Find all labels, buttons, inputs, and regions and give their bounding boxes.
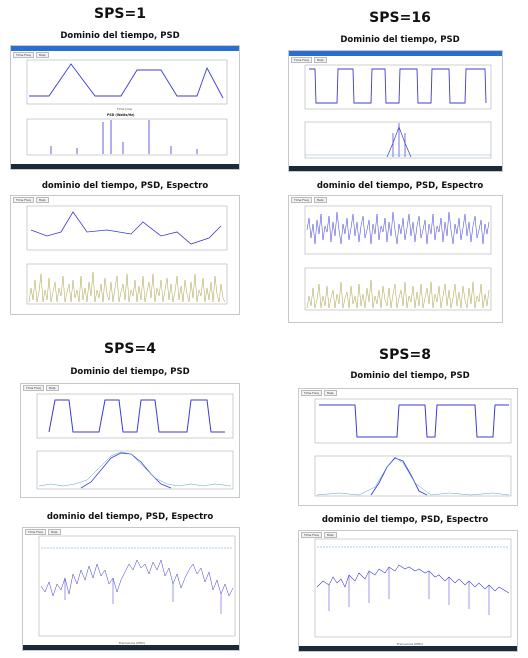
sps4-time-signal — [48, 399, 225, 433]
sps1-time-signal — [29, 63, 224, 99]
sps1-psd-plot: PSD (Watts/Hz) — [26, 113, 228, 156]
sps1-time-signal-2 — [30, 211, 222, 245]
sps8-bottom-caption: dominio del tiempo, PSD, Espectro — [321, 515, 489, 525]
sps4-psd-envelope — [38, 451, 232, 487]
sps8-psd-lobe — [370, 457, 428, 496]
sps8-top-caption: Dominio del tiempo, PSD — [350, 371, 470, 381]
sps16-time-psd-window: Time Freq Help — [288, 50, 503, 172]
taskbar — [299, 646, 517, 651]
window-titlebar — [289, 51, 502, 56]
sps16-time-plot-2 — [304, 205, 492, 255]
sps4-time-psd-window: Time Freq Help — [20, 383, 240, 498]
sps4-spectrum-signal — [40, 559, 234, 597]
taskbar — [11, 164, 239, 169]
freq-xlabel: Frecuencia (MHz) — [397, 642, 423, 646]
sps8-title: SPS=8 — [379, 347, 431, 363]
tab-help[interactable]: Help — [323, 532, 337, 538]
tab-help[interactable]: Help — [47, 529, 61, 535]
sps16-time-plot — [304, 64, 492, 110]
sps8-spectrum-signal — [316, 564, 510, 594]
window-titlebar — [11, 46, 239, 51]
sps8-psd-envelope — [316, 456, 510, 496]
sps16-time-signal — [309, 68, 487, 104]
sps16-title: SPS=16 — [369, 10, 431, 26]
sps4-title: SPS=4 — [104, 341, 156, 357]
sps1-time-psd-window: Time Freq Help Time (ms) PSD (Watts/Hz) — [10, 45, 240, 170]
tab-time-freq[interactable]: Time Freq — [25, 529, 46, 535]
taskbar — [289, 166, 502, 171]
psd-title: PSD (Watts/Hz) — [107, 113, 135, 117]
sps1-bottom-caption: dominio del tiempo, PSD, Espectro — [41, 181, 209, 191]
sps8-time-plot — [314, 398, 512, 444]
sps1-title: SPS=1 — [94, 6, 146, 22]
tab-help[interactable]: Help — [35, 52, 49, 58]
sps16-noise-signal — [306, 211, 490, 245]
tab-time-freq[interactable]: Time Freq — [291, 197, 312, 203]
tab-help[interactable]: Help — [45, 385, 59, 391]
sps1-psd-noise — [28, 271, 226, 303]
sps1-top-caption: Dominio del tiempo, PSD — [60, 31, 180, 41]
sps4-spectrum-window: Time Freq Help Frecuencia (MHz) — [22, 527, 240, 651]
sps8-spectrum-window: Time Freq Help Frecuencia (MHz) — [298, 530, 518, 652]
sps4-bottom-caption: dominio del tiempo, PSD, Espectro — [46, 512, 214, 522]
time-xlabel: Time (ms) — [116, 107, 132, 111]
sps16-psd-noise-plot — [304, 267, 492, 311]
sps4-psd-plot — [36, 450, 234, 490]
freq-xlabel: Frecuencia (MHz) — [119, 641, 145, 645]
tab-time-freq[interactable]: Time Freq — [301, 532, 322, 538]
sps8-time-signal — [319, 404, 509, 438]
tab-time-freq[interactable]: Time Freq — [301, 390, 322, 396]
tab-help[interactable]: Help — [35, 197, 49, 203]
sps4-spectrum-plot: Frecuencia (MHz) — [38, 535, 236, 645]
taskbar — [23, 645, 239, 650]
tab-time-freq[interactable]: Time Freq — [291, 57, 312, 63]
sps8-psd-plot — [314, 455, 512, 497]
sps1-time-plot: Time (ms) — [26, 59, 228, 111]
sps4-top-caption: Dominio del tiempo, PSD — [70, 367, 190, 377]
sps16-top-caption: Dominio del tiempo, PSD — [340, 35, 460, 45]
sps16-psd-noise — [306, 279, 490, 309]
sps1-time-plot-2 — [26, 205, 228, 251]
sps4-psd-lobe — [80, 452, 172, 489]
tab-time-freq[interactable]: Time Freq — [13, 197, 34, 203]
sps8-time-psd-window: Time Freq Help — [298, 388, 518, 506]
sps16-psd-plot — [304, 121, 492, 159]
sps8-spectrum-plot: Frecuencia (MHz) — [314, 538, 512, 646]
sps4-time-plot — [36, 393, 234, 439]
tab-help[interactable]: Help — [323, 390, 337, 396]
tab-help[interactable]: Help — [313, 57, 327, 63]
sps16-spectrum-window: Time Freq Help — [288, 195, 503, 323]
sps16-bottom-caption: dominio del tiempo, PSD, Espectro — [316, 181, 484, 191]
sps1-spectrum-window: Time Freq Help — [10, 195, 240, 315]
tab-time-freq[interactable]: Time Freq — [23, 385, 44, 391]
tab-help[interactable]: Help — [313, 197, 327, 203]
sps1-psd-noise-plot — [26, 263, 228, 305]
tab-time-freq[interactable]: Time Freq — [13, 52, 34, 58]
